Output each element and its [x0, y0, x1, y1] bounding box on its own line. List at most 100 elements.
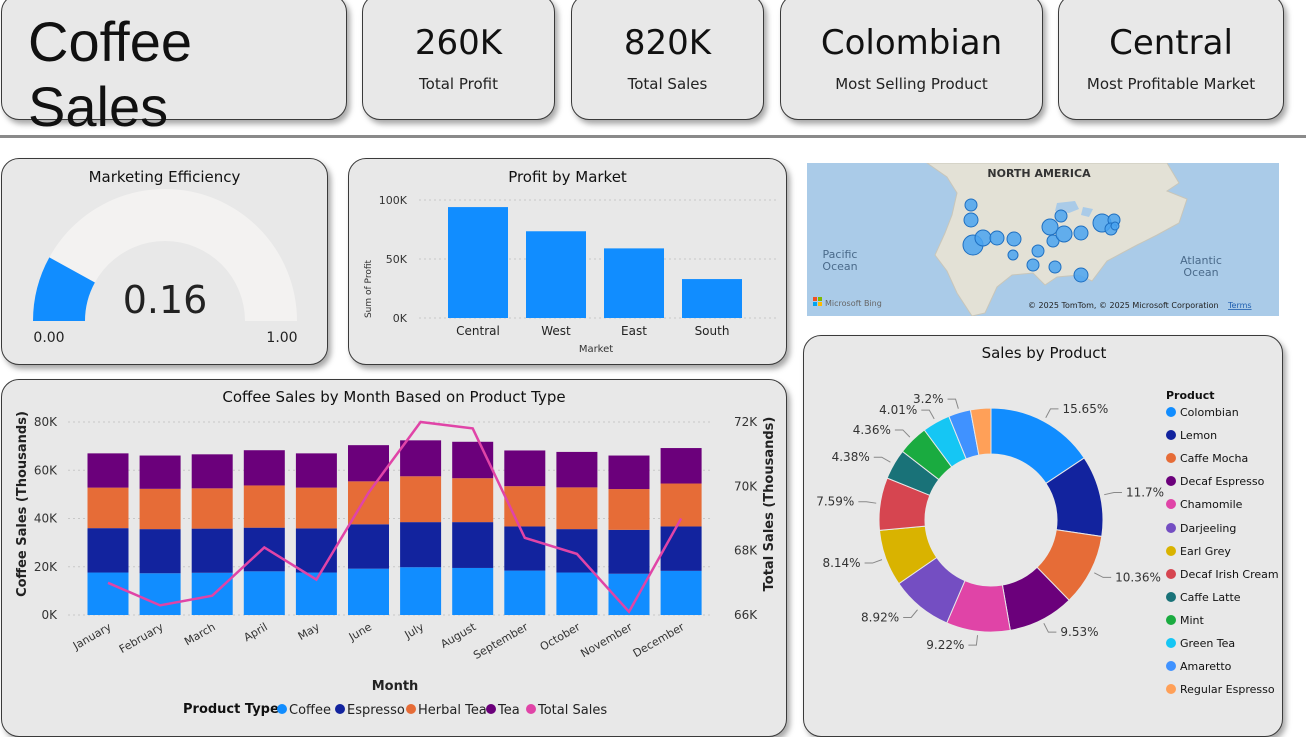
donut-slice [969, 407, 992, 456]
monthly-legend-item: Total Sales [537, 703, 607, 718]
monthly-sales-card[interactable]: Coffee Sales by Month Based on Product T… [1, 379, 787, 737]
donut-legend-item[interactable]: Chamomile [1166, 498, 1242, 511]
monthly-bar-segment [139, 573, 181, 615]
monthly-y-tick: 0K [41, 608, 58, 622]
monthly-bar-segment [400, 567, 442, 615]
profit-bar [604, 248, 664, 318]
monthly-bar-segment [400, 476, 442, 523]
map-terms-link[interactable]: Terms [1227, 301, 1252, 310]
monthly-x-tick: June [346, 620, 374, 644]
monthly-bar-segment [139, 488, 181, 530]
monthly-bar-segment [400, 440, 442, 477]
monthly-bar-segment [400, 522, 442, 568]
monthly-legend-item: Tea [497, 703, 520, 718]
map-bubble [974, 229, 992, 247]
profit-y-tick: 100K [379, 194, 408, 207]
donut-legend-item[interactable]: Caffe Mocha [1166, 452, 1248, 465]
donut-legend-item[interactable]: Mint [1166, 614, 1204, 627]
donut-leader-line [894, 429, 911, 438]
gauge-fill [33, 257, 95, 321]
monthly-bar-segment [660, 570, 702, 615]
profit-by-market-card[interactable]: Profit by Market Sum of Profit Market 0K… [348, 158, 787, 365]
legend-dot-icon [1166, 522, 1176, 533]
donut-legend-item[interactable]: Regular Espresso [1166, 683, 1275, 696]
donut-legend-item[interactable]: Green Tea [1166, 637, 1235, 650]
monthly-bar-segment [556, 529, 598, 573]
kpi-card-most-selling-product: Colombian Most Selling Product [780, 0, 1043, 120]
legend-dot-icon [1166, 453, 1176, 464]
monthly-x-tick: March [182, 620, 218, 648]
monthly-legend-marker [406, 704, 416, 714]
profit-y-tick: 50K [386, 253, 408, 266]
monthly-chart: Coffee Sales (Thousands) Total Sales (Th… [15, 411, 777, 718]
profit-x-tick: Central [456, 324, 500, 338]
monthly-bar-segment [660, 526, 702, 571]
monthly-bar-segment [556, 487, 598, 530]
donut-legend-label: Amaretto [1180, 660, 1232, 674]
monthly-bar-segment [556, 572, 598, 615]
map-copyright: © 2025 TomTom, © 2025 Microsoft Corporat… [1028, 301, 1219, 310]
donut-data-label: 7.59% [816, 495, 854, 509]
map-label-pacific: Pacific Ocean [822, 248, 857, 273]
donut-legend-item[interactable]: Lemon [1166, 429, 1217, 442]
donut-legend-label: Caffe Latte [1180, 590, 1241, 604]
gauge-card[interactable]: Marketing Efficiency 0.16 0.00 1.00 [1, 158, 328, 365]
monthly-bar-segment [608, 489, 650, 530]
donut-data-label: 4.01% [879, 403, 917, 417]
monthly-bar-segment [295, 453, 337, 488]
map-bubbles [962, 198, 1121, 283]
great-lakes [1055, 201, 1093, 217]
map-bubble [1110, 221, 1120, 231]
map-bubble [963, 212, 979, 228]
kpi-label: Most Selling Product [835, 75, 988, 93]
donut-legend-item[interactable]: Decaf Irish Cream [1166, 568, 1279, 581]
monthly-legend-item: Espresso [347, 703, 405, 718]
donut-legend-item[interactable]: Earl Grey [1166, 545, 1231, 558]
monthly-bar-segment [452, 567, 494, 615]
map-bubble [1055, 225, 1073, 243]
profit-y-axis-label: Sum of Profit [364, 260, 374, 319]
legend-dot-icon [1166, 591, 1176, 602]
donut-legend-item[interactable]: Caffe Latte [1166, 591, 1241, 604]
monthly-y2-tick: 72K [734, 415, 758, 429]
donut-legend-item[interactable]: Darjeeling [1166, 522, 1236, 535]
donut-legend-item[interactable]: Amaretto [1166, 660, 1231, 673]
map-bubble [989, 230, 1005, 246]
legend-dot-icon [1166, 568, 1176, 579]
legend-dot-icon [1166, 545, 1176, 556]
monthly-x-axis-label: Month [372, 679, 419, 694]
monthly-bar-segment [243, 571, 285, 615]
legend-dot-icon [1166, 499, 1176, 510]
kpi-value: Central [1109, 23, 1233, 63]
total-sales-line [107, 420, 683, 614]
donut-legend-item[interactable]: Decaf Espresso [1166, 475, 1264, 488]
monthly-legend-title: Product Type [183, 702, 279, 717]
monthly-bar-segment [556, 451, 598, 488]
monthly-y-tick: 40K [34, 512, 58, 526]
donut-legend-label: Colombian [1180, 406, 1239, 419]
monthly-bar-segment [191, 488, 233, 529]
donut-data-label: 9.22% [926, 638, 964, 652]
legend-dot-icon [1166, 430, 1176, 441]
monthly-y-axis-label: Coffee Sales (Thousands) [15, 411, 30, 597]
map-bubble [1006, 231, 1022, 247]
kpi-card-total-sales: 820K Total Sales [571, 0, 764, 120]
monthly-bar-segment [504, 526, 546, 571]
kpi-card-total-profit: 260K Total Profit [362, 0, 555, 120]
monthly-bar-segment [452, 478, 494, 523]
map-bubble [1073, 267, 1089, 283]
donut-legend-item[interactable]: Colombian [1166, 406, 1239, 419]
monthly-legend-marker [335, 704, 345, 714]
legend-dot-icon [1166, 614, 1176, 625]
monthly-bar-segment [452, 522, 494, 568]
monthly-legend-item: Herbal Tea [418, 703, 487, 718]
sales-by-product-card[interactable]: Sales by Product 15.65% 11.7% 10.36% 9.53% 9… [803, 335, 1283, 737]
monthly-x-tick: April [242, 620, 270, 644]
monthly-bar-segment [504, 570, 546, 615]
monthly-x-tick: December [631, 620, 687, 660]
market-map[interactable]: NORTH AMERICA Pacific Ocean Atlantic Ocean [807, 163, 1279, 316]
donut-data-label: 9.53% [1060, 625, 1098, 639]
map-bubble [1007, 249, 1019, 261]
monthly-bar-segment [348, 568, 389, 615]
donut-data-label: 10.36% [1115, 570, 1161, 584]
